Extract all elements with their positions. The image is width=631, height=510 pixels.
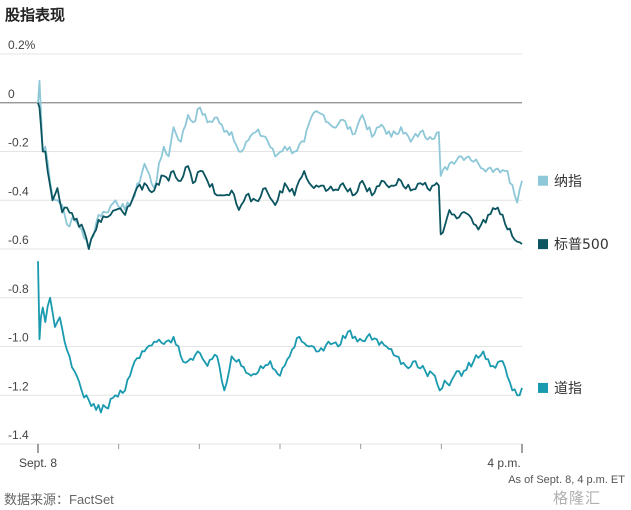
legend-swatch-0 <box>538 175 548 186</box>
y-tick-label: -0.6 <box>8 233 29 247</box>
x-tick-label-start: Sept. 8 <box>19 456 57 470</box>
as-of-note: As of Sept. 8, 4 p.m. ET <box>508 474 625 486</box>
y-tick-label: -1.2 <box>8 379 29 393</box>
series-line-1 <box>37 102 523 250</box>
chart-title: 股指表现 <box>5 7 66 24</box>
y-tick-label: 0 <box>8 87 15 101</box>
legend-swatch-2 <box>538 382 548 393</box>
legend-label-1: 标普500 <box>554 237 609 253</box>
x-tick-label-end: 4 p.m. <box>487 456 520 470</box>
x-axis: Sept. 8 4 p.m. <box>19 444 523 470</box>
watermark-logo: 格隆汇 <box>553 489 602 507</box>
line-chart: 0.2% 0 -0.2 -0.4 -0.6 -0.8 -1.0 -1.2 -1.4 Sept. … <box>0 38 609 470</box>
y-tick-label: -0.2 <box>8 136 29 150</box>
legend-swatch-1 <box>538 239 548 250</box>
y-tick-label: 0.2% <box>8 38 36 52</box>
legend-label-0: 纳指 <box>554 174 582 190</box>
source-note: 数据来源：FactSet <box>4 492 114 507</box>
y-tick-label: -0.4 <box>8 184 29 198</box>
series-line-0 <box>37 79 523 250</box>
grid-lines <box>0 53 522 445</box>
y-tick-label: -1.4 <box>8 428 29 442</box>
y-tick-label: -0.8 <box>8 282 29 296</box>
legend-label-2: 道指 <box>554 381 582 397</box>
series-line-2 <box>37 261 523 414</box>
y-axis-tick-labels: 0.2% 0 -0.2 -0.4 -0.6 -0.8 -1.0 -1.2 -1.4 <box>8 38 36 442</box>
y-tick-label: -1.0 <box>8 331 29 345</box>
series-lines <box>37 79 523 414</box>
